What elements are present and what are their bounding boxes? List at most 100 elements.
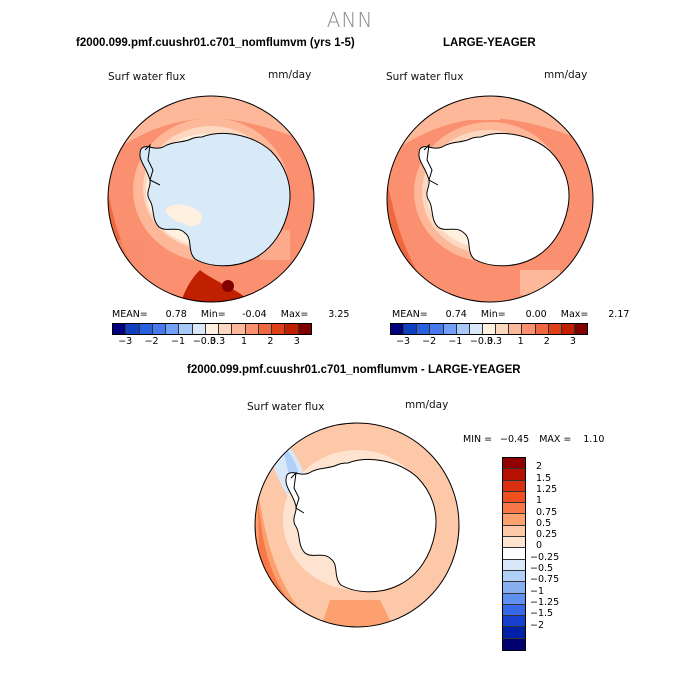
colorbar-panel2 bbox=[390, 323, 588, 335]
colorbar-swatch bbox=[503, 469, 525, 481]
colorbar-swatch bbox=[548, 324, 562, 334]
colorbar-swatch bbox=[456, 324, 470, 334]
colorbar-diff bbox=[502, 457, 526, 652]
colorbar-tick-label: 1.5 bbox=[536, 472, 552, 484]
diff-header: f2000.099.pmf.cuushr01.c701_nomflumvm - … bbox=[187, 364, 521, 376]
colorbar-tick-label: −0.3 bbox=[469, 336, 493, 347]
panel1-variable: Surf water flux bbox=[108, 71, 186, 83]
colorbar-swatch bbox=[179, 324, 193, 334]
colorbar-swatch bbox=[482, 324, 497, 334]
diff-min: −0.45 bbox=[500, 434, 530, 445]
colorbar-panel1 bbox=[112, 323, 312, 335]
diff-max: 1.10 bbox=[583, 434, 605, 445]
colorbar-tick-label: 0 bbox=[536, 540, 543, 552]
colorbar-tick-label: −1.25 bbox=[530, 596, 560, 608]
panel2-max: 2.17 bbox=[608, 309, 630, 320]
panel1-stats: MEAN= 0.78 Min= -0.04 Max= 3.25 bbox=[112, 309, 349, 320]
colorbar-tick-label: 2 bbox=[536, 461, 543, 473]
colorbar-swatch bbox=[503, 604, 525, 617]
colorbar-swatch bbox=[509, 324, 523, 334]
colorbar-tick-label: 2 bbox=[543, 336, 550, 347]
colorbar-swatch bbox=[443, 324, 457, 334]
panel1-max-label: Max= bbox=[280, 309, 309, 320]
colorbar-tick-label: 1 bbox=[517, 336, 524, 347]
colorbar-swatch bbox=[522, 324, 536, 334]
colorbar-swatch bbox=[503, 559, 525, 571]
colorbar-tick-label: 2 bbox=[267, 336, 274, 347]
colorbar-swatch bbox=[430, 324, 444, 334]
colorbar-swatch bbox=[166, 324, 180, 334]
colorbar-swatch bbox=[205, 324, 220, 334]
colorbar-tick-label: 3 bbox=[293, 336, 300, 347]
colorbar-swatch bbox=[391, 324, 405, 334]
panel1-map bbox=[108, 96, 314, 302]
colorbar-tick-label: 3 bbox=[569, 336, 576, 347]
colorbar-swatch bbox=[574, 324, 588, 334]
panel1-min: -0.04 bbox=[242, 309, 267, 320]
colorbar-tick-label: −1 bbox=[530, 585, 545, 597]
colorbar-swatch bbox=[404, 324, 418, 334]
colorbar-tick-label: −0.75 bbox=[530, 574, 560, 586]
colorbar-swatch bbox=[192, 324, 206, 334]
colorbar-swatch bbox=[503, 627, 525, 639]
colorbar-tick-label: −1.5 bbox=[530, 608, 554, 620]
colorbar-swatch bbox=[152, 324, 167, 334]
colorbar-swatch bbox=[503, 480, 525, 492]
colorbar-swatch bbox=[503, 458, 525, 470]
panel2-header: LARGE-YEAGER bbox=[443, 37, 536, 49]
colorbar-swatch bbox=[503, 616, 525, 628]
panel1-header: f2000.099.pmf.cuushr01.c701_nomflumvm (y… bbox=[76, 37, 355, 49]
colorbar-swatch bbox=[535, 324, 549, 334]
colorbar-diff-ticks: 2 1.5 1.25 1 0.75 0.5 0.25 0 −0.25 −0.5 −0.75 −1 −1.… bbox=[530, 457, 570, 630]
colorbar-tick-label: −3 bbox=[118, 336, 133, 347]
colorbar-swatch bbox=[503, 570, 525, 583]
colorbar-tick-label: −1 bbox=[448, 336, 463, 347]
colorbar-tick-label: −2 bbox=[144, 336, 159, 347]
colorbar-tick-label: 0.3 bbox=[486, 336, 503, 347]
colorbar-swatch bbox=[503, 491, 525, 504]
colorbar-swatch bbox=[503, 593, 525, 605]
panel2-stats: MEAN= 0.74 Min= 0.00 Max= 2.17 bbox=[392, 309, 629, 320]
diff-variable: Surf water flux bbox=[247, 401, 325, 413]
colorbar-tick-label: 1 bbox=[240, 336, 248, 347]
colorbar-tick-label: −1 bbox=[170, 336, 185, 347]
colorbar-tick-label: −2 bbox=[530, 619, 545, 631]
panel1-max: 3.25 bbox=[328, 309, 350, 320]
colorbar-swatch bbox=[503, 638, 525, 651]
colorbar-swatch bbox=[503, 548, 525, 560]
colorbar-swatch bbox=[503, 582, 525, 594]
panel2-map bbox=[387, 96, 593, 302]
panel2-mean-label: MEAN= bbox=[392, 309, 428, 320]
colorbar-swatch bbox=[503, 537, 525, 549]
diff-map bbox=[255, 423, 459, 627]
panel2-min: 0.00 bbox=[525, 309, 547, 320]
panel2-mean: 0.74 bbox=[445, 309, 467, 320]
colorbar-tick-label: 1 bbox=[536, 495, 543, 507]
panel2-max-label: Max= bbox=[560, 309, 589, 320]
panel1-mean-label: MEAN= bbox=[112, 309, 148, 320]
diff-minmax: MIN = −0.45 MAX = 1.10 bbox=[463, 434, 604, 445]
colorbar-swatch bbox=[232, 324, 246, 334]
colorbar-tick-label: 0.25 bbox=[536, 529, 558, 541]
colorbar-swatch bbox=[503, 514, 525, 526]
colorbar-swatch bbox=[469, 324, 483, 334]
panel1-units: mm/day bbox=[268, 69, 312, 81]
colorbar-swatch bbox=[496, 324, 510, 334]
colorbar-swatch bbox=[245, 324, 259, 334]
colorbar-swatch bbox=[113, 324, 127, 334]
panel1-min-label: Min= bbox=[200, 309, 226, 320]
colorbar-swatch bbox=[561, 324, 575, 334]
panel2-variable: Surf water flux bbox=[386, 71, 464, 83]
colorbar-tick-label: −3 bbox=[396, 336, 411, 347]
colorbar-tick-label: −0.25 bbox=[530, 551, 560, 563]
colorbar-tick-label: 0.75 bbox=[536, 506, 558, 518]
figure-title: ANN bbox=[326, 8, 374, 32]
colorbar-swatch bbox=[298, 324, 311, 334]
colorbar-swatch bbox=[258, 324, 273, 334]
panel2-min-label: Min= bbox=[480, 309, 506, 320]
colorbar-swatch bbox=[272, 324, 286, 334]
colorbar-swatch bbox=[503, 525, 525, 538]
colorbar-tick-label: −2 bbox=[422, 336, 437, 347]
colorbar-tick-label: 1.25 bbox=[536, 483, 558, 495]
diff-max-label: MAX = bbox=[539, 434, 572, 445]
